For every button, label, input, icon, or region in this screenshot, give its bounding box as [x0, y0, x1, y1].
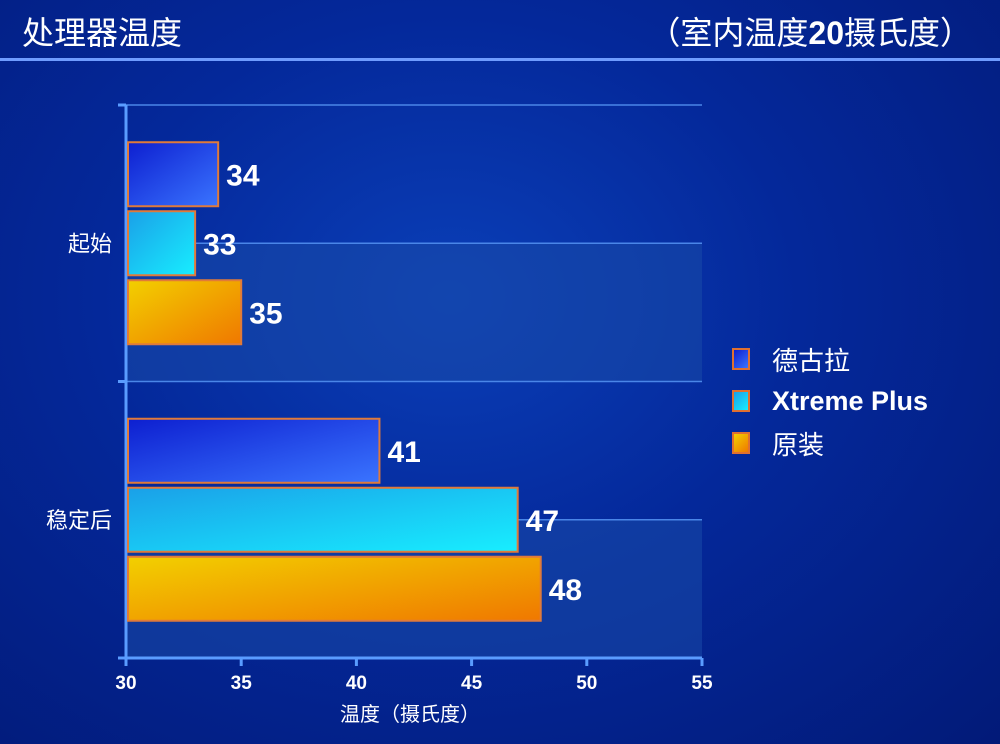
subtitle-suffix: 摄氏度）: [843, 14, 972, 52]
bar: [127, 417, 381, 484]
x-tick-label: 55: [691, 673, 713, 694]
legend: 德古拉 Xtreme Plus 原装: [732, 338, 928, 464]
x-tick-label: 35: [231, 673, 253, 694]
legend-label: Xtreme Plus: [772, 385, 929, 416]
page-subtitle: （室内温度20摄氏度）: [648, 8, 972, 54]
legend-label: 原装: [772, 430, 825, 461]
bar: [127, 141, 220, 208]
x-tick-label: 30: [115, 673, 136, 694]
x-tick-label: 50: [576, 673, 597, 694]
data-label: 33: [203, 228, 236, 261]
subtitle-prefix: （室内温度: [648, 14, 809, 52]
bar: [127, 555, 542, 622]
bars: [127, 141, 542, 622]
legend-label: 德古拉: [772, 346, 851, 377]
header-divider: [0, 58, 1000, 61]
header: 处理器温度 （室内温度20摄氏度）: [0, 0, 1000, 61]
bar: [127, 279, 243, 346]
y-category-label: 起始: [68, 232, 112, 257]
subtitle-number: 20: [808, 15, 844, 51]
page-title: 处理器温度: [22, 14, 183, 52]
data-labels: 34 33 35 41 47 48: [203, 159, 582, 607]
x-tick-label: 45: [461, 673, 483, 694]
x-axis-label: 温度（摄氏度）: [340, 702, 480, 726]
bar: [127, 486, 519, 553]
legend-swatch: [732, 390, 750, 412]
axes: [118, 103, 704, 666]
legend-swatch: [732, 432, 750, 454]
y-category-label: 稳定后: [46, 509, 112, 534]
legend-item: Xtreme Plus: [732, 380, 928, 422]
x-tick-label: 40: [346, 673, 367, 694]
legend-swatch: [732, 348, 750, 370]
bar: [127, 210, 197, 277]
data-label: 35: [249, 297, 282, 330]
legend-item: 原装: [732, 422, 928, 464]
data-label: 47: [526, 505, 559, 538]
data-label: 41: [387, 436, 420, 469]
legend-item: 德古拉: [732, 338, 928, 380]
data-label: 48: [549, 574, 582, 607]
data-label: 34: [226, 159, 260, 192]
